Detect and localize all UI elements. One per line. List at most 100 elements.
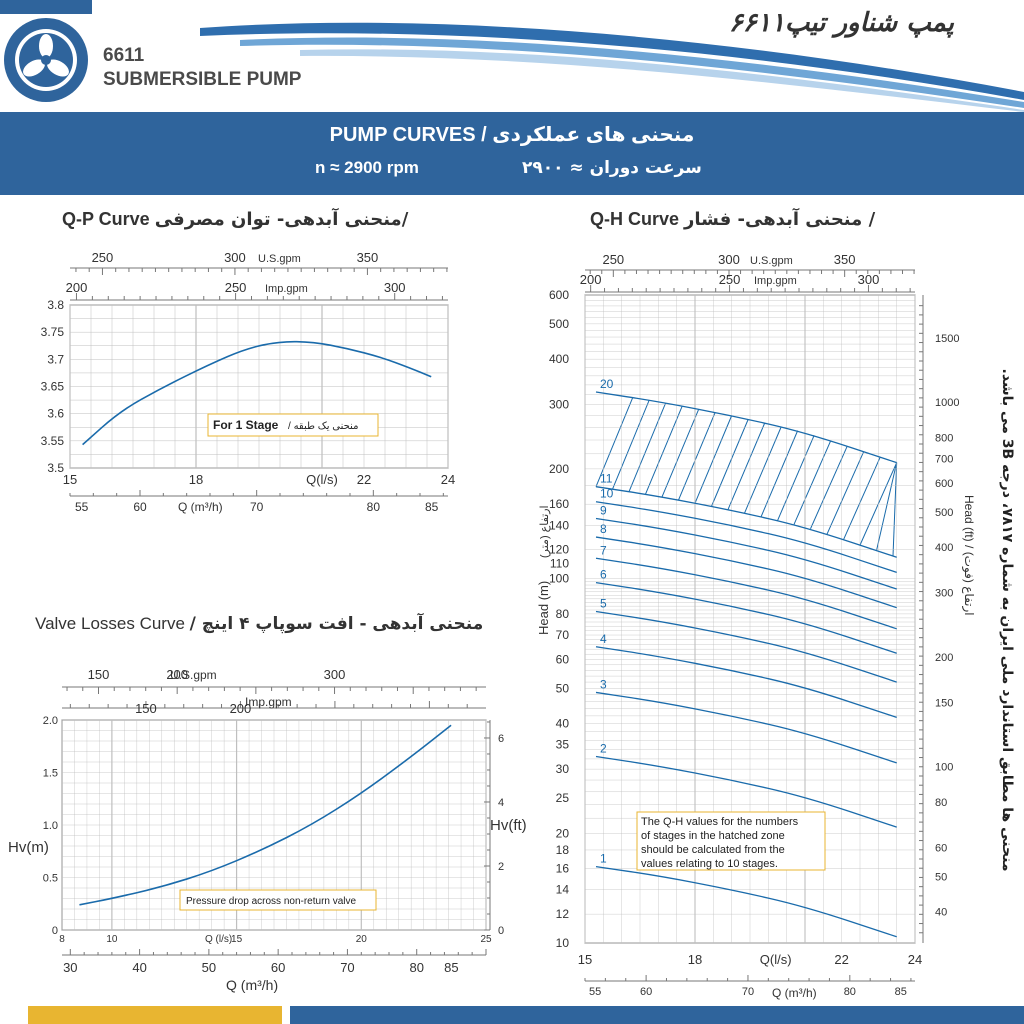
- qp-xtick-label: Q(l/s): [306, 472, 338, 487]
- qh-series-line-10: [595, 501, 897, 573]
- qp-chart: 3.5 3.55 3.6 3.65 3.7 3.75 3.8 15 18 Q(l/s) 22 24 55…: [41, 250, 456, 514]
- qh-ytick-label: 120: [549, 543, 569, 557]
- valve-ytick-label: 0: [52, 925, 58, 937]
- valve-ylabel-right: Hv(ft): [490, 817, 527, 834]
- qp-impgpm-tick-label: 300: [384, 280, 406, 295]
- qp-xtick-label: 24: [441, 472, 455, 487]
- qh-hatch-line: [711, 419, 749, 507]
- qh-hatch-zone: [595, 397, 898, 557]
- valve-m3h-tick-label: 50: [202, 960, 216, 975]
- qh-m3h-tick-label: 60: [640, 986, 652, 998]
- qp-ytick-label: 3.55: [41, 434, 65, 448]
- qp-usgpm-tick-label: 250: [92, 250, 114, 265]
- qh-hatch-line: [826, 451, 865, 535]
- qh-series-label-11: 11: [600, 472, 613, 486]
- banner-title: PUMP CURVES / منحنی های عملکردی: [329, 124, 695, 146]
- valve-xtick-label: 20: [356, 934, 368, 945]
- qh-series-line-5: [595, 610, 897, 683]
- valve-m3h-tick-label: 80: [409, 960, 423, 975]
- qh-ytick-label: 30: [556, 762, 570, 776]
- qp-impgpm-tick-label: 200: [66, 280, 88, 295]
- valve-impgpm-tick-label: 150: [135, 701, 157, 716]
- valve-m3h-tick-label: 85: [444, 960, 458, 975]
- qp-title-en: Q-P Curve: [62, 209, 150, 229]
- qp-m3h-tick-label: 70: [250, 500, 264, 514]
- qh-impgpm-tick-label: 250: [719, 272, 741, 287]
- qh-ytick-label: 500: [549, 317, 569, 331]
- qh-m3h-tick-label: 70: [742, 986, 754, 998]
- qp-ytick-label: 3.8: [47, 298, 64, 312]
- qh-ytick-label: 60: [556, 652, 570, 666]
- qh-series-label-2: 2: [600, 741, 607, 755]
- qp-ytick-label: 3.7: [47, 352, 64, 366]
- qh-title-fa: منحنی آبدهی- فشار /: [684, 209, 876, 230]
- qh-xtick-label: 22: [834, 952, 848, 967]
- qh-hatch-line: [777, 435, 815, 521]
- qh-ft-tick-label: 150: [935, 697, 953, 709]
- qh-impgpm-tick-label: 300: [858, 272, 880, 287]
- qh-series-label-5: 5: [600, 597, 607, 611]
- qh-hatch-line: [744, 426, 782, 514]
- qh-ft-tick-label: 700: [935, 454, 953, 466]
- footer-bar-yellow: [28, 1006, 282, 1024]
- qh-hatch-line: [793, 440, 832, 525]
- qh-hatch-line: [727, 422, 766, 510]
- qh-series-line-2: [595, 755, 897, 828]
- model-name: 6611 SUBMERSIBLE PUMP: [103, 44, 301, 92]
- qh-note-line-4: values relating to 10 stages.: [641, 858, 778, 870]
- qh-series-label-8: 8: [600, 522, 607, 536]
- qp-usgpm-unit: U.S.gpm: [258, 253, 301, 265]
- qh-ytick-label: 18: [556, 843, 570, 857]
- qh-m3h-tick-label: 80: [844, 986, 856, 998]
- qh-ytick-label: 400: [549, 352, 569, 366]
- valve-ft-tick-label: 6: [498, 733, 504, 745]
- qh-ytick-label: 200: [549, 462, 569, 476]
- standard-note-text: منحنی ها مطابق استاندارد ملی ایران به شم…: [999, 368, 1015, 872]
- qp-xtick-label: 22: [357, 472, 371, 487]
- valve-usgpm-unit: U.S.gpm: [170, 668, 217, 682]
- qh-hatch-line: [892, 462, 898, 557]
- qp-impgpm-unit: Imp.gpm: [265, 283, 308, 295]
- qp-m3h-tick-label: 85: [425, 500, 439, 514]
- qh-hatch-line: [876, 462, 898, 551]
- valve-x-unit-label: Q (m³/h): [226, 977, 278, 993]
- valve-ft-tick-label: 2: [498, 861, 504, 873]
- qh-ytick-label: 20: [556, 826, 570, 840]
- header-waves: [200, 0, 1024, 112]
- qp-title-fa: منحنی آبدهی- توان مصرفی/: [154, 209, 409, 230]
- qh-ft-tick-label: 80: [935, 797, 947, 809]
- qh-note: The Q-H values for the numbers of stages…: [636, 811, 826, 871]
- qh-ft-tick-label: 50: [935, 871, 947, 883]
- qh-note-line-3: should be calculated from the: [641, 844, 785, 856]
- qh-impgpm-unit: Imp.gpm: [754, 275, 797, 287]
- footer-bar-blue: [290, 1006, 1024, 1024]
- qp-chart-title: Q-P Curve منحنی آبدهی- توان مصرفی/: [62, 209, 408, 230]
- qp-xtick-label: 18: [189, 472, 203, 487]
- qh-usgpm-unit: U.S.gpm: [750, 255, 793, 267]
- qh-ytick-label: 110: [550, 556, 569, 570]
- valve-marks: [79, 724, 452, 906]
- qp-usgpm-tick-label: 350: [357, 250, 379, 265]
- qh-series-label-9: 9: [600, 503, 607, 517]
- qh-series-label-3: 3: [600, 677, 607, 691]
- qp-note-en: For 1 Stage: [213, 418, 279, 432]
- qh-series-line-7: [595, 557, 897, 630]
- qh-hatch-line: [760, 430, 799, 518]
- qh-ft-tick-label: 1500: [935, 333, 959, 345]
- qh-ft-tick-label: 800: [935, 433, 953, 445]
- standard-note: منحنی ها مطابق استاندارد ملی ایران به شم…: [985, 360, 1015, 880]
- qh-ytick-label: 70: [556, 628, 570, 642]
- qh-series-line-9: [595, 517, 897, 590]
- header: 6611 SUBMERSIBLE PUMP پمپ شناور تیپ۶۶۱۱: [0, 0, 1024, 112]
- qh-series-line-1: [595, 866, 897, 938]
- qp-m3h-tick-label: 80: [367, 500, 381, 514]
- qh-m3h-tick-label: 55: [589, 986, 601, 998]
- qp-m3h-tick-label: 60: [133, 500, 147, 514]
- qp-xtick-label: 15: [63, 472, 77, 487]
- qh-ft-tick-label: 300: [935, 588, 953, 600]
- qh-ylabel-fa: ارتفاع (متر): [539, 505, 551, 558]
- qp-usgpm-tick-label: 300: [224, 250, 246, 265]
- qp-marks: [82, 340, 432, 446]
- qh-note-line-2: of stages in the hatched zone: [641, 830, 785, 842]
- valve-note-text: Pressure drop across non-return valve: [186, 896, 357, 907]
